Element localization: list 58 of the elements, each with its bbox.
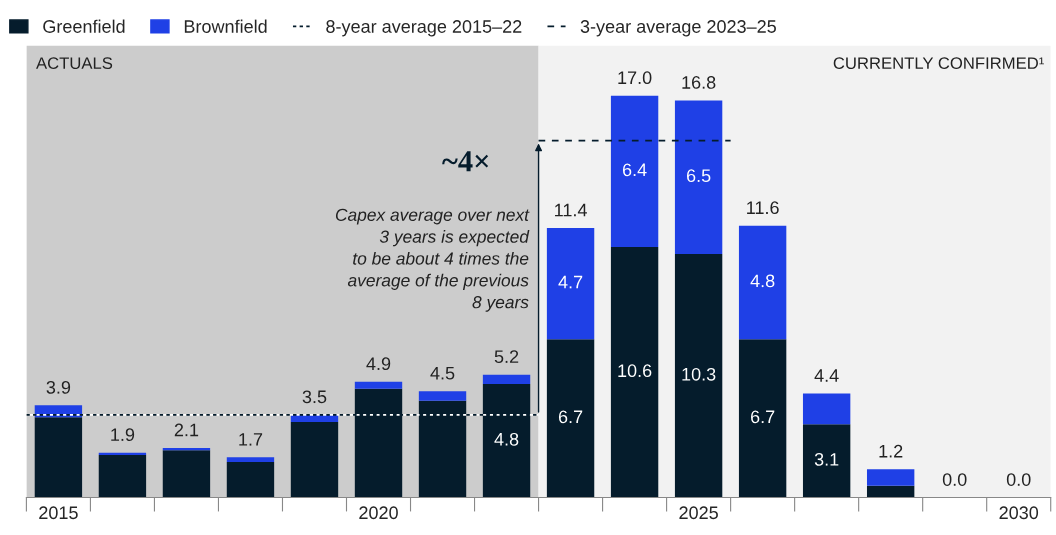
bar [290, 421, 339, 498]
data-label: 3.1 [814, 452, 839, 466]
data-label: 4.8 [750, 274, 775, 288]
bar [674, 100, 723, 255]
x-tick-label: 2025 [679, 506, 718, 520]
bar [226, 462, 275, 498]
total-label: 5.2 [494, 350, 519, 364]
x-tick-label: 2030 [999, 506, 1039, 520]
total-label: 4.5 [430, 366, 455, 380]
bar [802, 424, 851, 498]
bar [866, 469, 915, 486]
data-label: 6.7 [558, 410, 583, 424]
bar [610, 246, 659, 498]
data-label: 10.6 [618, 364, 652, 378]
bar [866, 485, 915, 498]
bar [802, 393, 851, 425]
total-label: 1.7 [239, 433, 263, 446]
annotation: Capex average over next 3 years is expected to be about 4 times the average of the previous 8 years [335, 208, 530, 312]
legend-label: Greenfield [43, 19, 125, 33]
legend-label: Brownfield [184, 19, 267, 33]
bar [354, 381, 403, 389]
data-label: 4.8 [494, 432, 519, 446]
total-label: 16.8 [682, 76, 716, 89]
band-label: ACTUALS [36, 57, 113, 70]
bar [418, 391, 467, 401]
x-tick-label: 2015 [39, 506, 78, 520]
data-label: 6.7 [751, 410, 775, 424]
bar [546, 228, 595, 340]
band-label: CURRENTLY CONFIRMED¹ [833, 57, 1044, 70]
total-label: 1.9 [111, 428, 135, 442]
bar [738, 225, 787, 340]
total-label: 3.5 [302, 390, 327, 404]
legend-label: 8-year average 2015–22 [326, 20, 522, 37]
data-label: 4.7 [558, 275, 583, 289]
total-label: 4.4 [814, 369, 839, 382]
total-label: 11.4 [555, 203, 587, 217]
data-label: 10.3 [682, 367, 716, 381]
total-label: 3.9 [46, 380, 71, 394]
bar [482, 374, 531, 385]
total-label: 11.6 [747, 201, 779, 215]
data-label: 6.4 [622, 163, 647, 177]
total-label: 1.2 [879, 444, 903, 458]
total-label: 0.0 [1006, 473, 1031, 486]
total-label: 2.1 [174, 423, 199, 437]
bar [546, 339, 595, 498]
data-label: 6.5 [686, 169, 711, 183]
total-label: 17.0 [618, 71, 652, 85]
total-label: 0.0 [942, 473, 967, 486]
bar [738, 339, 787, 498]
bar [674, 254, 723, 498]
bar [226, 457, 275, 463]
x-tick-label: 2020 [359, 506, 398, 520]
total-label: 4.9 [366, 357, 391, 371]
bar [98, 455, 147, 498]
legend-label: 3-year average 2023–25 [580, 20, 776, 37]
bar [610, 95, 659, 247]
bar [162, 450, 211, 498]
annotation: ~4× [442, 151, 489, 172]
